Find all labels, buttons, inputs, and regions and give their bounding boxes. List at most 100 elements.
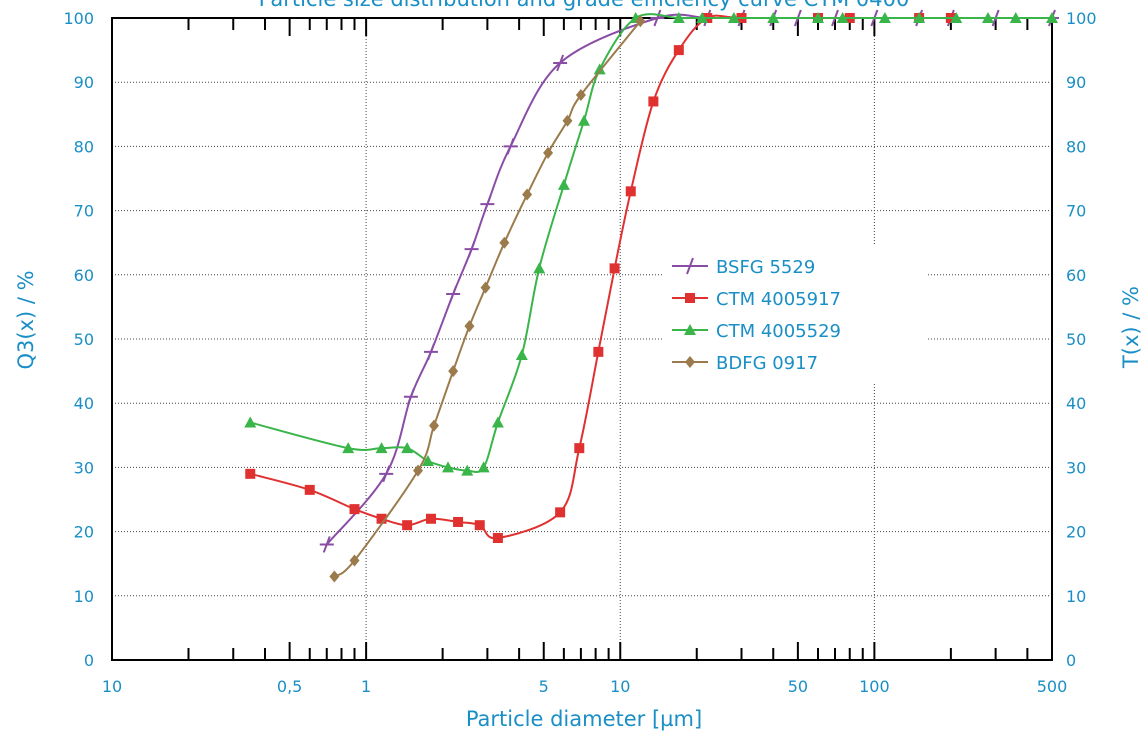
data-point bbox=[403, 388, 418, 406]
data-point bbox=[244, 416, 257, 428]
y-tick-label-left: 10 bbox=[74, 587, 94, 606]
data-point bbox=[329, 570, 340, 583]
data-point bbox=[577, 114, 590, 126]
legend-swatch-marker bbox=[685, 293, 695, 303]
y-tick-label-right: 70 bbox=[1066, 202, 1086, 221]
x-tick-label: 10 bbox=[610, 677, 630, 696]
data-point bbox=[555, 507, 566, 518]
data-point bbox=[982, 12, 995, 23]
data-point bbox=[319, 536, 334, 553]
chart-title: Particle size distribution and grade eff… bbox=[259, 0, 910, 11]
series-line bbox=[333, 20, 642, 578]
x-tick-label: 10 bbox=[102, 677, 122, 696]
data-point bbox=[696, 12, 709, 23]
legend-label: BDFG 0917 bbox=[716, 353, 818, 374]
data-point bbox=[461, 464, 474, 476]
x-axis-title: Particle diameter [µm] bbox=[466, 707, 702, 731]
data-point bbox=[562, 114, 573, 127]
data-point bbox=[499, 236, 510, 249]
data-point bbox=[349, 504, 360, 515]
x-tick-label: 0,5 bbox=[277, 677, 302, 696]
data-point bbox=[1009, 12, 1022, 23]
data-point bbox=[878, 12, 891, 23]
y-tick-label-left: 30 bbox=[74, 458, 94, 477]
y-tick-label-right: 40 bbox=[1066, 394, 1086, 413]
data-point bbox=[515, 349, 528, 361]
y-tick-label-right: 0 bbox=[1066, 651, 1076, 670]
y-tick-label-left: 0 bbox=[84, 651, 94, 670]
data-point bbox=[480, 195, 495, 213]
data-point bbox=[304, 484, 315, 495]
y-tick-label-left: 40 bbox=[74, 394, 94, 413]
data-point bbox=[402, 520, 413, 531]
y-axis-title-right: T(x) / % bbox=[1119, 286, 1143, 369]
data-point bbox=[423, 343, 438, 361]
data-point bbox=[575, 89, 586, 102]
y-tick-label-left: 60 bbox=[74, 266, 94, 285]
data-point bbox=[593, 63, 606, 75]
y-tick-label-right: 90 bbox=[1066, 73, 1086, 92]
data-point bbox=[913, 12, 926, 23]
data-point bbox=[672, 12, 685, 23]
data-point bbox=[375, 442, 388, 454]
y-tick-label-left: 90 bbox=[74, 73, 94, 92]
data-point bbox=[950, 12, 963, 23]
y-tick-label-right: 10 bbox=[1066, 587, 1086, 606]
data-point bbox=[429, 419, 440, 432]
x-tick-label: 5 bbox=[539, 677, 549, 696]
legend-swatch-marker bbox=[684, 324, 696, 335]
x-tick-label: 1 bbox=[361, 677, 371, 696]
y-tick-label-right: 50 bbox=[1066, 330, 1086, 349]
data-point bbox=[522, 188, 533, 201]
y-tick-label-left: 100 bbox=[63, 9, 94, 28]
y-tick-label-left: 50 bbox=[74, 330, 94, 349]
data-point bbox=[401, 442, 414, 454]
x-tick-label: 500 bbox=[1037, 677, 1068, 696]
data-point bbox=[453, 516, 464, 527]
data-point bbox=[625, 186, 636, 197]
data-point bbox=[477, 461, 490, 473]
data-point bbox=[425, 513, 436, 524]
y-tick-label-right: 80 bbox=[1066, 137, 1086, 156]
data-point bbox=[1046, 12, 1058, 23]
data-point bbox=[635, 15, 646, 28]
data-point bbox=[342, 442, 355, 454]
data-point bbox=[446, 285, 461, 303]
y-axis-title-left: Q3(x) / % bbox=[14, 270, 38, 369]
data-point bbox=[464, 240, 479, 258]
y-tick-label-left: 20 bbox=[74, 523, 94, 542]
x-tick-label: 100 bbox=[859, 677, 890, 696]
data-point bbox=[593, 346, 604, 357]
data-point bbox=[727, 12, 740, 23]
data-point bbox=[349, 554, 360, 567]
data-point bbox=[491, 416, 504, 428]
series-3 bbox=[329, 15, 646, 583]
data-point bbox=[379, 465, 394, 483]
series-2 bbox=[244, 12, 1058, 476]
data-point bbox=[421, 454, 434, 466]
data-point bbox=[648, 96, 659, 107]
data-point bbox=[609, 263, 620, 274]
data-point bbox=[673, 45, 684, 56]
data-point bbox=[376, 513, 387, 524]
data-point bbox=[448, 365, 459, 378]
axis-ticks bbox=[187, 18, 1029, 660]
data-point bbox=[557, 178, 570, 190]
legend: BSFG 5529 CTM 4005917 CTM 4005529 BDFG 0917 bbox=[664, 246, 928, 384]
data-series bbox=[244, 9, 1059, 583]
legend-label: BSFG 5529 bbox=[716, 257, 815, 278]
data-point bbox=[503, 138, 518, 155]
y-tick-label-right: 60 bbox=[1066, 266, 1086, 285]
data-point bbox=[412, 464, 423, 477]
y-tick-label-right: 20 bbox=[1066, 523, 1086, 542]
y-tick-label-right: 100 bbox=[1066, 9, 1097, 28]
data-point bbox=[464, 320, 475, 333]
data-point bbox=[650, 9, 665, 27]
legend-swatch-marker bbox=[683, 257, 697, 275]
data-point bbox=[442, 461, 455, 473]
data-point bbox=[480, 281, 491, 294]
data-point bbox=[533, 262, 546, 274]
data-point bbox=[474, 520, 485, 531]
